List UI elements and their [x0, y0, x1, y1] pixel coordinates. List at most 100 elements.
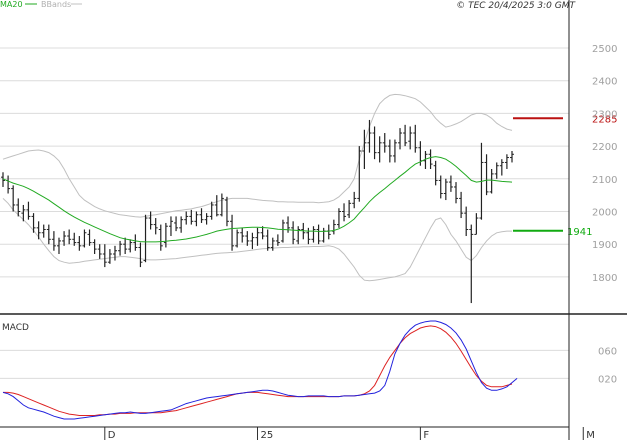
macd-y-axis: 060 020 — [598, 346, 617, 385]
price-bar — [199, 208, 204, 223]
price-bar — [280, 219, 285, 243]
price-bar — [56, 237, 61, 255]
price-bar — [321, 227, 326, 243]
price-bar — [62, 231, 67, 246]
price-bar — [158, 224, 163, 251]
price-bar — [148, 211, 153, 230]
price-bar — [214, 195, 219, 217]
price-bar — [494, 162, 499, 179]
price-bar — [342, 203, 347, 222]
date-tick-label: F — [423, 430, 429, 440]
price-bar — [448, 175, 453, 192]
price-bar — [82, 229, 87, 248]
price-bar — [357, 146, 362, 202]
price-bar — [255, 227, 260, 246]
price-bar — [72, 232, 77, 246]
price-bar — [41, 224, 46, 238]
price-bar — [347, 200, 352, 219]
price-bar — [67, 229, 72, 245]
price-bar — [97, 244, 102, 259]
price-bar — [46, 224, 51, 245]
macd-line — [2, 320, 518, 420]
price-bar — [392, 139, 397, 163]
price-bar — [459, 191, 464, 219]
date-tick-label: M — [586, 430, 595, 440]
price-bar — [194, 211, 199, 227]
price-y-axis: 2500 2400 2300 2200 2100 2000 1900 1800 — [592, 44, 617, 284]
price-bar — [11, 185, 16, 212]
price-bar — [438, 175, 443, 199]
price-bar — [107, 249, 112, 264]
price-bar — [21, 204, 26, 222]
macd-gridlines — [0, 349, 569, 379]
price-bar — [306, 227, 311, 245]
price-bar — [331, 219, 336, 235]
price-bar — [260, 226, 265, 240]
price-bar — [174, 216, 179, 232]
price-bar — [168, 216, 173, 237]
macd-plot — [2, 320, 518, 420]
price-bar — [403, 124, 408, 147]
price-bar — [26, 201, 31, 220]
price-bar — [87, 229, 92, 246]
price-bar — [326, 224, 331, 240]
bbands-legend-label: BBands — [41, 0, 71, 9]
price-bar — [179, 216, 184, 233]
copyright-label: © TEC 20/4/2025 3:0 GMT — [456, 1, 576, 11]
support-label: 1941 — [567, 227, 592, 238]
ma20-legend-label: MA20 — [0, 0, 23, 9]
price-bar — [6, 175, 11, 194]
price-bar — [367, 119, 372, 153]
price-tick-label: 2100 — [592, 175, 617, 186]
price-bar — [489, 168, 494, 194]
price-bar — [118, 240, 123, 256]
price-bar — [230, 214, 235, 251]
ma20-line — [2, 156, 513, 243]
date-tick-label: D — [108, 430, 116, 440]
price-bar — [219, 193, 224, 217]
price-tick-label: 1800 — [592, 273, 617, 284]
price-bar — [352, 191, 357, 209]
price-bar — [240, 227, 245, 243]
price-bar — [245, 231, 250, 246]
price-bar — [474, 213, 479, 235]
macd-tick-label: 020 — [598, 374, 617, 385]
price-bar — [469, 224, 474, 304]
price-tick-label: 1900 — [592, 240, 617, 251]
price-bar — [382, 133, 387, 153]
price-bar — [31, 213, 36, 233]
bbands-lower-line — [2, 198, 512, 282]
price-bar — [423, 151, 428, 169]
price-bar — [464, 206, 469, 237]
price-bar — [510, 151, 514, 163]
price-bar — [224, 196, 229, 227]
price-bar — [128, 239, 133, 253]
price-bar — [413, 124, 418, 153]
price-bar — [184, 211, 189, 225]
price-bar — [153, 218, 158, 235]
price-bar — [311, 226, 316, 243]
price-bar — [235, 229, 240, 248]
price-bar — [336, 208, 341, 228]
price-bar — [163, 222, 168, 248]
price-bar — [377, 136, 382, 163]
price-bar — [112, 245, 117, 261]
price-bar — [138, 242, 143, 268]
price-bar — [209, 201, 214, 220]
price-bar — [143, 214, 148, 263]
price-bar — [123, 237, 128, 255]
price-bar — [443, 178, 448, 201]
price-bar — [372, 126, 377, 160]
signal-line — [3, 325, 513, 416]
macd-panel-title: MACD — [2, 323, 29, 333]
date-axis: D25FMA — [104, 427, 595, 440]
price-plot: 2285 1941 — [1, 93, 617, 304]
price-bar — [316, 224, 321, 245]
price-bar — [275, 234, 280, 246]
price-bar — [499, 159, 504, 176]
price-bar — [36, 221, 41, 240]
price-tick-label: 2400 — [592, 77, 617, 88]
price-bar — [387, 139, 392, 163]
price-bar — [204, 213, 209, 225]
